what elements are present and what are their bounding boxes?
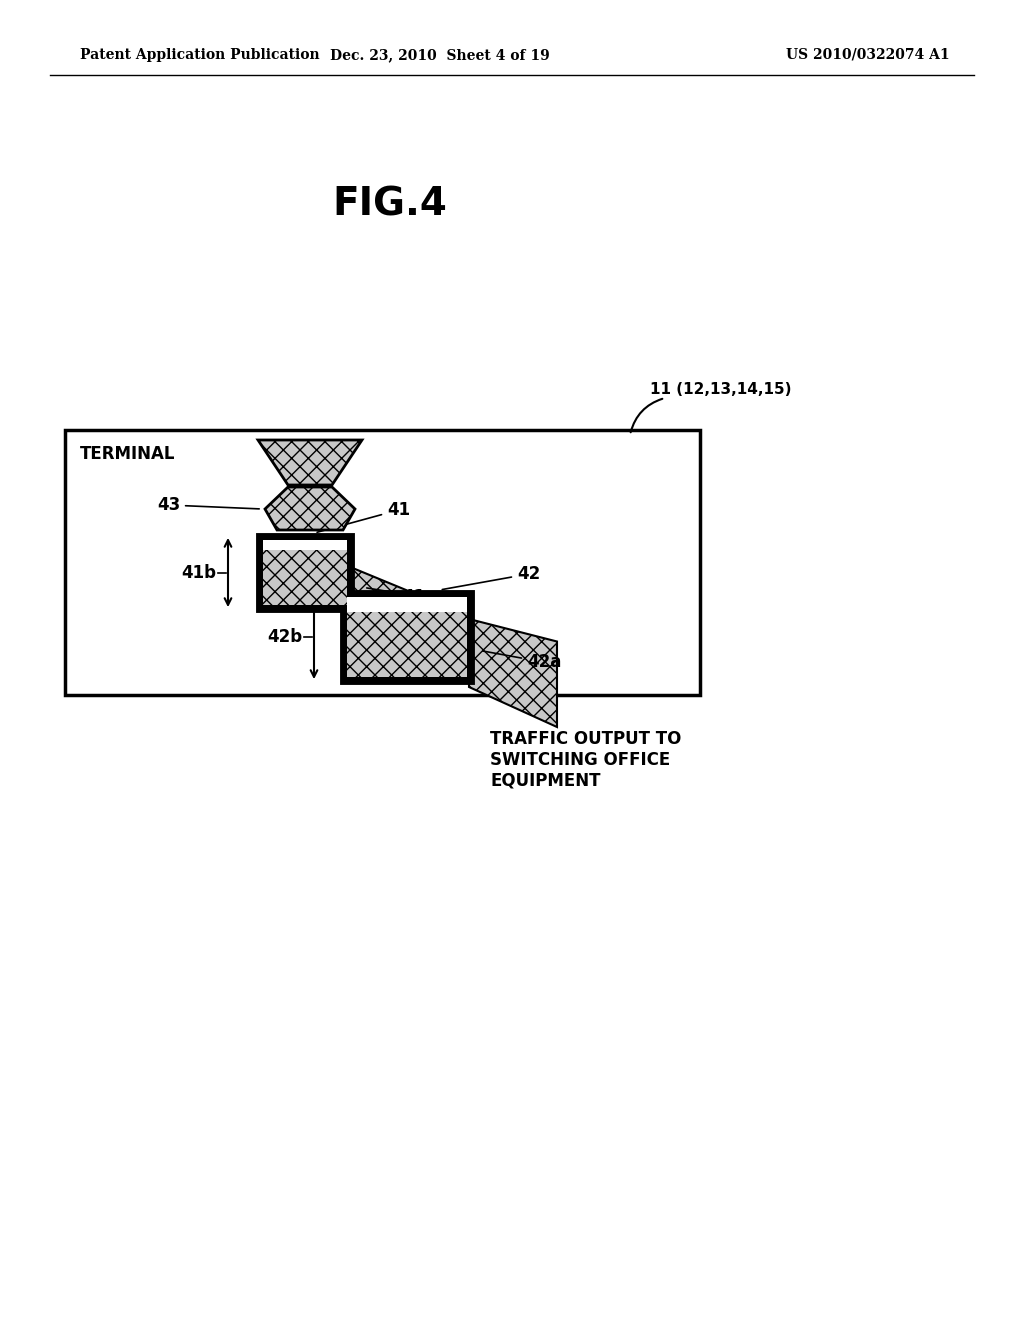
Text: 42b: 42b [267,628,302,645]
Bar [263,550,347,605]
Bar [342,591,472,682]
Text: Patent Application Publication: Patent Application Publication [80,48,319,62]
Text: TERMINAL: TERMINAL [80,445,175,463]
Text: 11 (12,13,14,15): 11 (12,13,14,15) [650,383,792,397]
Text: 43: 43 [157,496,259,513]
Text: FIG.4: FIG.4 [333,186,447,224]
Text: 42a: 42a [482,651,561,671]
Bar [65,430,700,696]
Text: US 2010/0322074 A1: US 2010/0322074 A1 [786,48,950,62]
Polygon shape [258,440,362,484]
Polygon shape [349,566,472,675]
Bar [347,597,467,612]
Text: TRAFFIC OUTPUT TO
SWITCHING OFFICE
EQUIPMENT: TRAFFIC OUTPUT TO SWITCHING OFFICE EQUIP… [490,730,681,789]
Text: 41b: 41b [181,564,216,582]
Text: Dec. 23, 2010  Sheet 4 of 19: Dec. 23, 2010 Sheet 4 of 19 [330,48,550,62]
Polygon shape [469,619,557,727]
Text: 42: 42 [442,565,541,590]
Polygon shape [265,487,355,531]
Text: 41: 41 [317,502,411,532]
Bar [258,535,352,610]
Bar [263,540,347,550]
Text: 41a: 41a [367,587,436,606]
Bar [347,612,467,677]
